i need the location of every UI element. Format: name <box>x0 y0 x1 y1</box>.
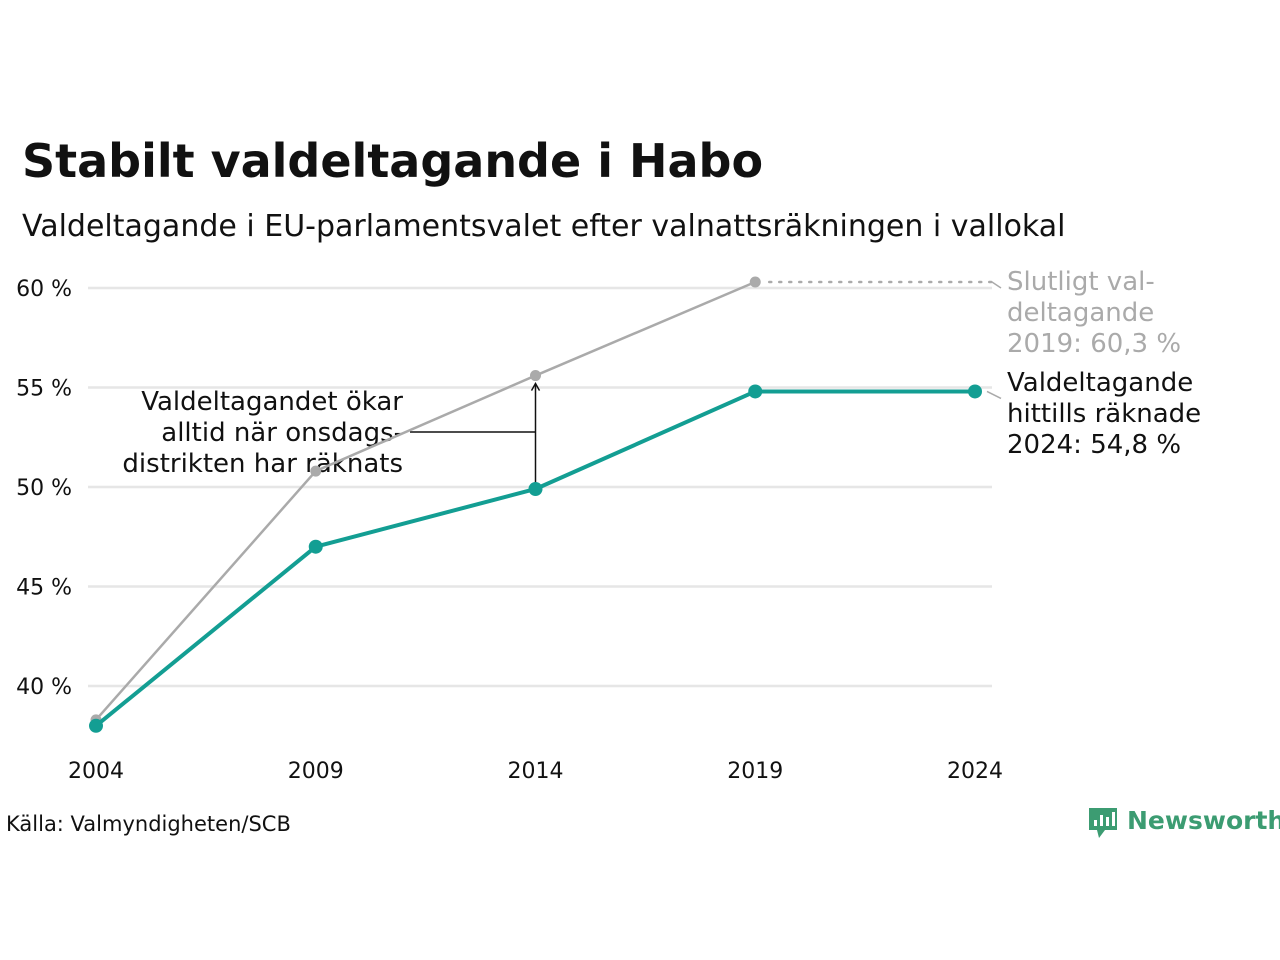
x-tick-label: 2009 <box>288 759 344 784</box>
counted-label: 2024: 54,8 % <box>1007 430 1181 460</box>
x-tick-label: 2014 <box>508 759 564 784</box>
note-arrowhead <box>530 382 541 391</box>
counted-label: Valdeltagande <box>1007 368 1193 398</box>
chart-subtitle: Valdeltagande i EU-parlamentsvalet efter… <box>22 209 1065 244</box>
data-point-counted <box>308 539 323 554</box>
chart-title: Stabilt valdeltagande i Habo <box>22 134 763 188</box>
note-text: Valdeltagandet ökar <box>141 387 403 417</box>
brand-name: Newsworthy <box>1127 806 1280 835</box>
data-point-final <box>749 276 761 288</box>
final-label: Slutligt val- <box>1007 267 1155 297</box>
x-tick-label: 2024 <box>947 759 1003 784</box>
y-tick-label: 40 % <box>16 675 72 700</box>
note-text: distrikten har räknats <box>122 449 403 479</box>
data-point-counted <box>968 384 982 399</box>
brand-logo[interactable]: Newsworthy <box>1089 806 1280 838</box>
y-axis: 40 % 45 % 50 % 55 % 60 % <box>16 277 72 700</box>
y-tick-label: 50 % <box>16 476 72 501</box>
y-tick-label: 60 % <box>16 277 72 302</box>
source-note: Källa: Valmyndigheten/SCB <box>6 812 291 836</box>
data-point-counted <box>89 718 103 733</box>
note-text: alltid när onsdags- <box>161 418 403 448</box>
x-axis: 2004 2009 2014 2019 2024 <box>68 759 1003 784</box>
data-point-final <box>310 465 322 477</box>
final-leader-tick <box>991 281 1002 289</box>
final-label: 2019: 60,3 % <box>1007 329 1181 359</box>
final-label: deltagande <box>1007 298 1154 328</box>
series-line-final <box>95 280 756 721</box>
data-point-final <box>530 370 541 382</box>
x-tick-label: 2004 <box>68 759 124 784</box>
bar-chart-speech-bubble-icon <box>1089 808 1117 838</box>
counted-label: hittills räknade <box>1007 399 1201 429</box>
data-point-counted <box>748 384 763 399</box>
y-tick-label: 45 % <box>16 576 72 601</box>
series-lines <box>89 276 982 733</box>
y-tick-label: 55 % <box>16 377 72 402</box>
data-point-counted <box>528 481 543 496</box>
x-tick-label: 2019 <box>727 759 783 784</box>
counted-leader-tick <box>986 390 1002 400</box>
